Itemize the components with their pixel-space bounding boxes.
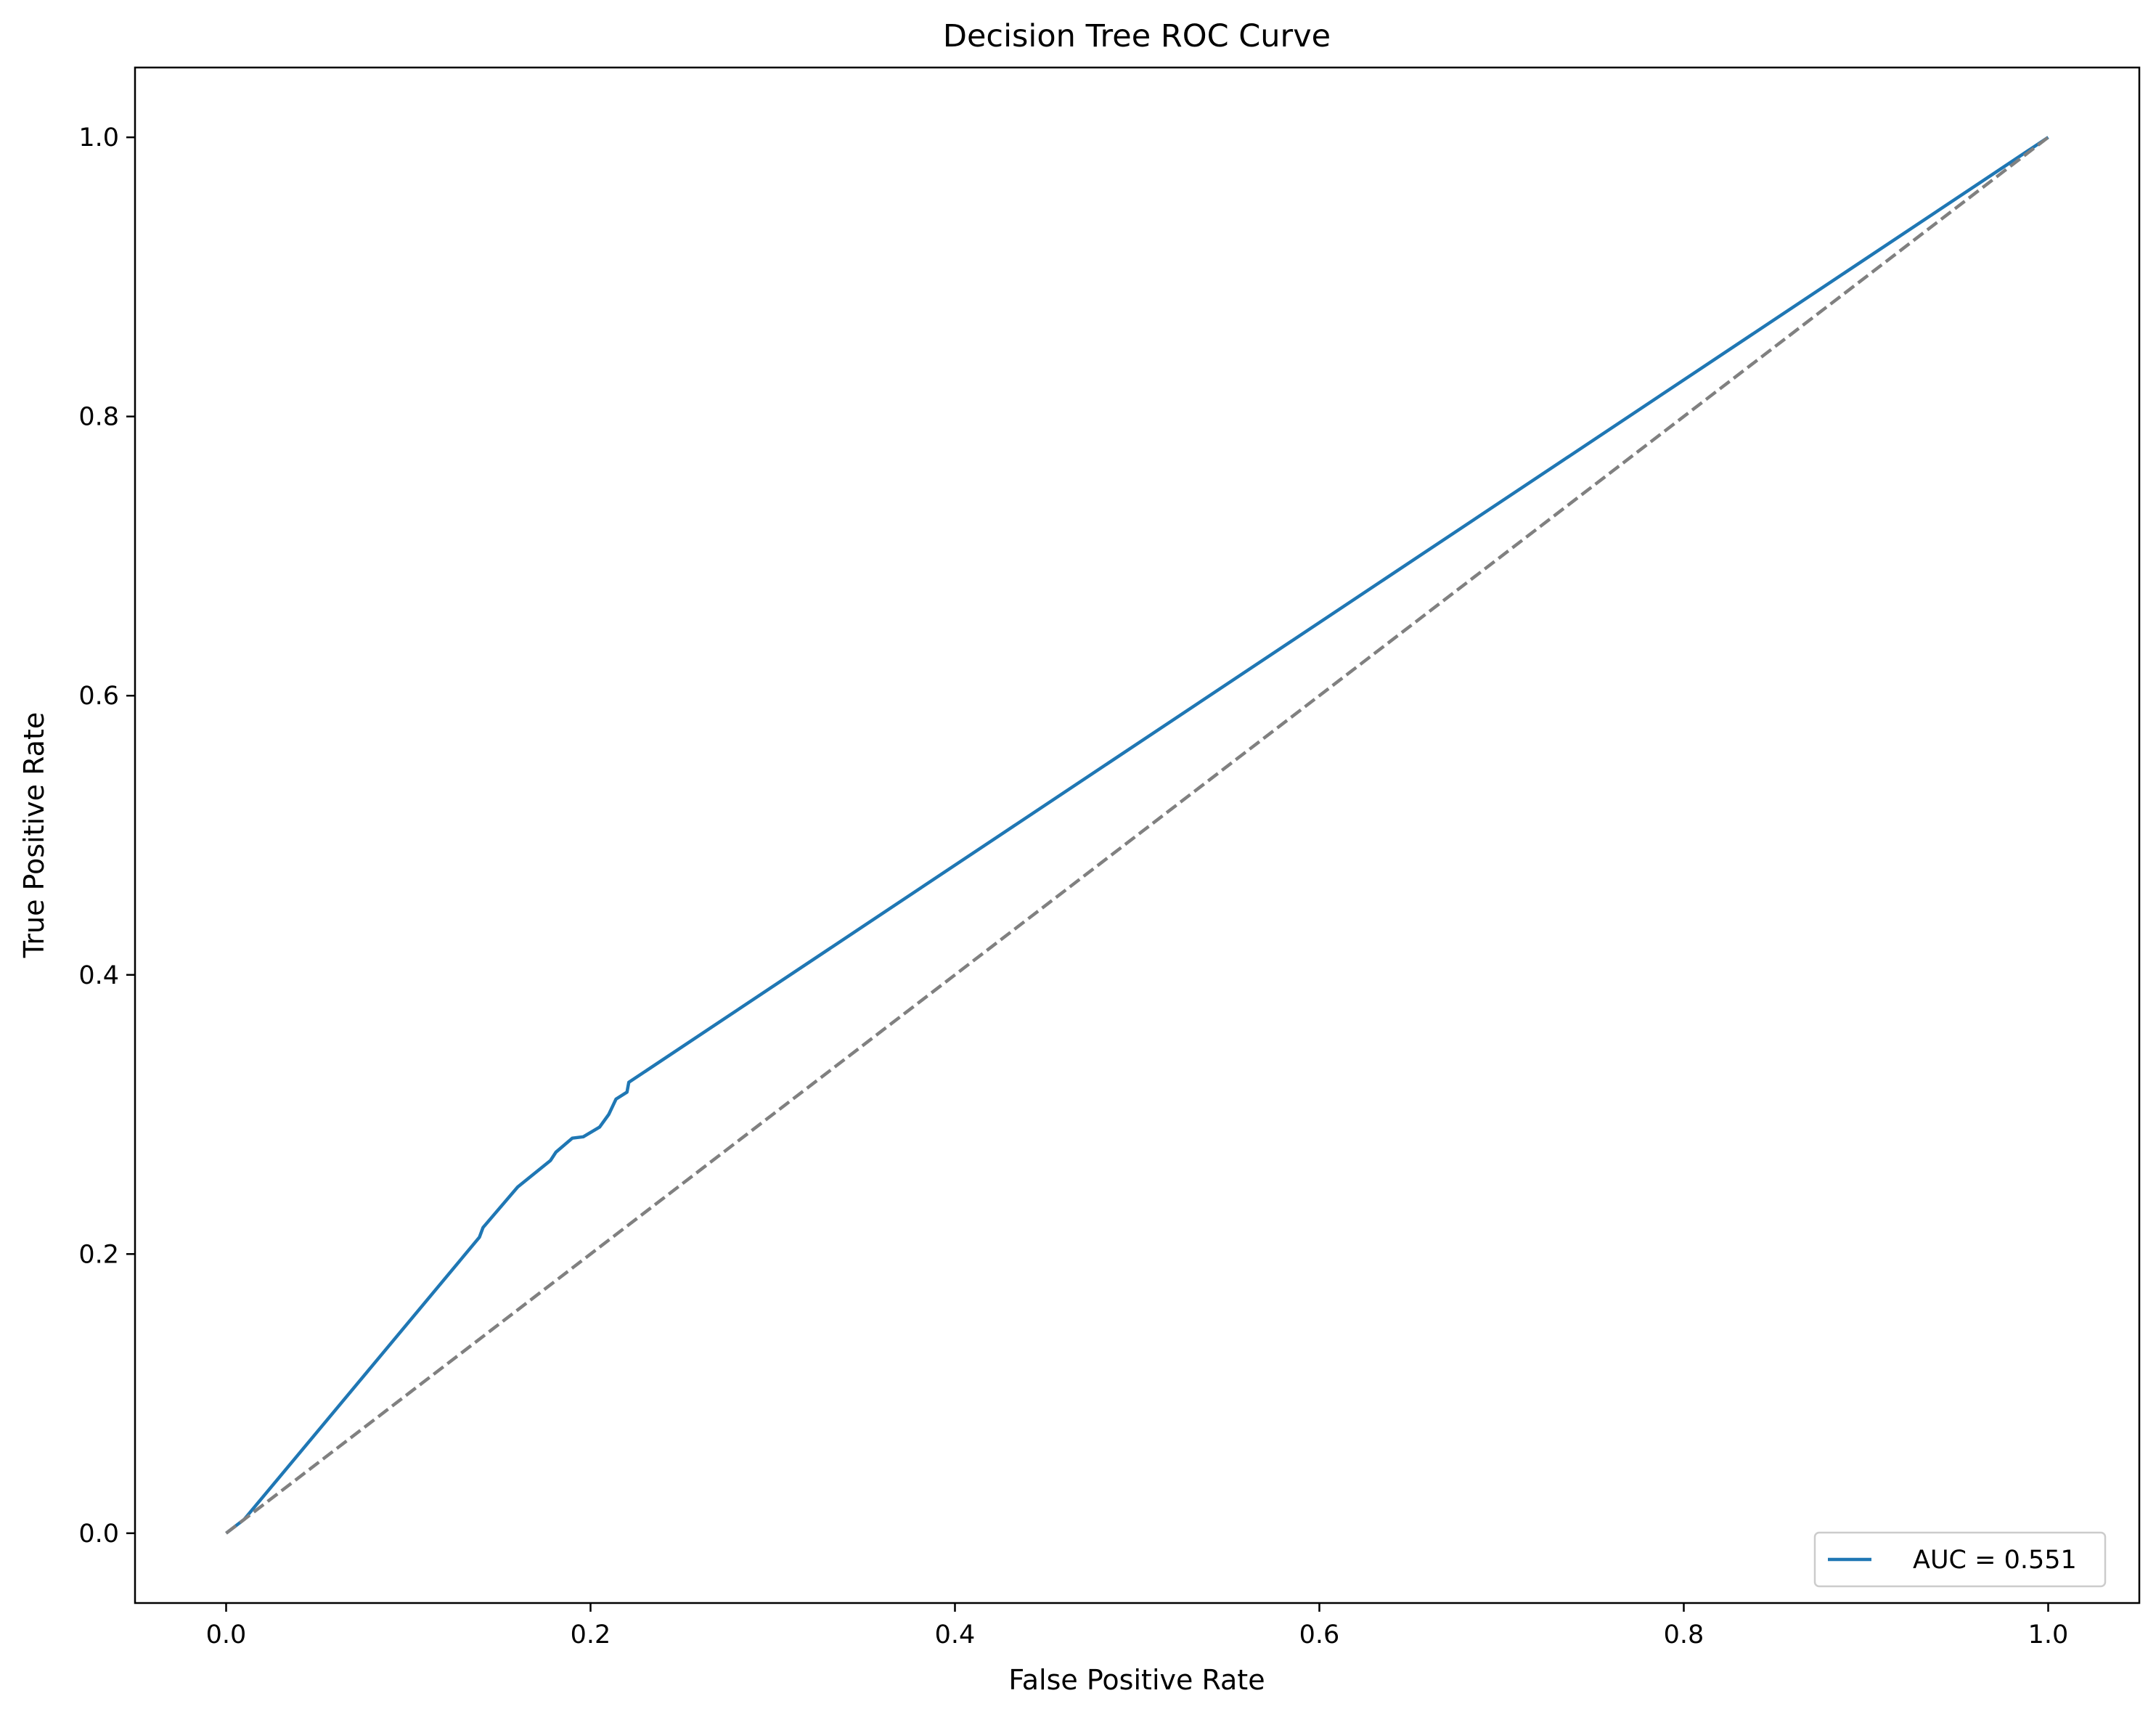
x-tick-label: 0.0 [206,1620,247,1649]
y-tick-label: 0.6 [78,682,119,711]
ticks-layer: 0.0 0.2 0.4 0.6 0.8 1.0 0.0 0.2 0.4 0.6 0.8 1.0 [78,123,2068,1649]
plot-frame [134,66,2141,1604]
x-tick-label: 0.6 [1299,1620,1340,1649]
y-axis-label: True Positive Rate [18,712,50,959]
chart-title: Decision Tree ROC Curve [943,18,1331,54]
x-tick-label: 1.0 [2028,1620,2069,1649]
lines-layer [225,136,2049,1535]
legend: AUC = 0.551 [1813,1531,2107,1588]
roc-curve-line [225,136,2049,1535]
y-tick-label: 0.2 [78,1240,119,1269]
y-tick-label: 0.0 [78,1520,119,1549]
x-tick-label: 0.4 [935,1620,976,1649]
legend-label: AUC = 0.551 [1913,1546,2077,1575]
x-tick-label: 0.8 [1664,1620,1704,1649]
x-tick-label: 0.2 [571,1620,611,1649]
x-axis-label: False Positive Rate [1008,1664,1265,1696]
y-tick-label: 1.0 [78,123,119,152]
legend-box [1813,1531,2107,1588]
y-tick-label: 0.8 [78,403,119,432]
y-tick-label: 0.4 [78,961,119,990]
